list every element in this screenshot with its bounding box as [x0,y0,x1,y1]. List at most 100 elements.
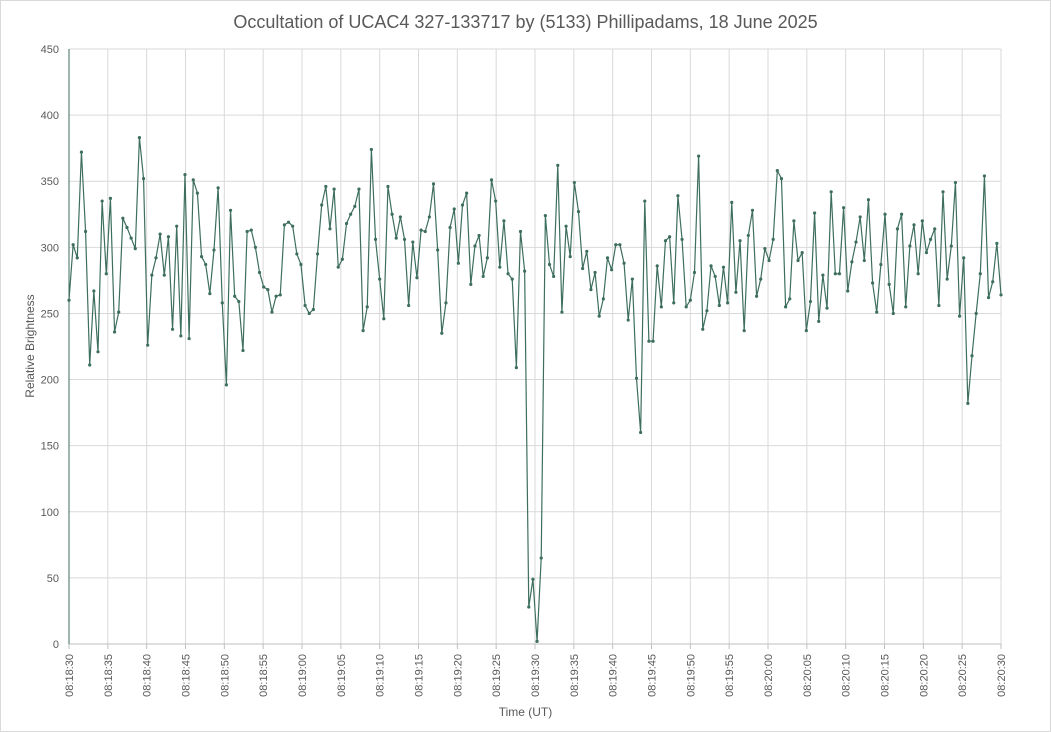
data-point [713,274,717,279]
data-point [88,363,92,367]
data-point [104,272,108,276]
data-point [634,376,639,380]
data-point [456,261,460,265]
x-tick-label: 08:19:05 [336,654,348,697]
data-point [237,299,241,304]
data-point [813,211,817,215]
data-point [755,294,759,298]
data-point [825,306,829,310]
data-point [216,186,220,190]
data-point [357,187,361,191]
y-tick-label: 0 [53,639,59,651]
axes: 0 50 100 150 200 250 300 350 400 450 08:18:30 08:18… [41,44,1008,697]
data-point [672,301,676,305]
data-point [481,274,485,279]
data-point [883,212,887,216]
data-point [307,311,311,316]
data-point [560,310,564,314]
y-tick-label: 350 [41,176,59,188]
chart-title: Occultation of UCAC4 327-133717 by (5133… [233,12,818,32]
data-point [394,236,398,240]
data-point [593,270,597,275]
x-tick-label: 08:20:25 [957,654,969,697]
data-point [332,187,336,191]
data-point [460,203,465,207]
x-tick-label: 08:19:20 [452,654,464,697]
x-tick-label: 08:20:00 [763,654,775,697]
data-point [647,339,651,343]
data-point [452,207,456,211]
data-point [717,303,721,308]
x-tick-label: 08:18:55 [258,654,270,697]
data-point [668,235,672,239]
data-point [601,297,605,301]
data-point [639,430,643,435]
data-point [141,176,146,181]
data-point [390,212,394,216]
data-point [448,225,452,230]
y-tick-label: 300 [41,242,59,254]
data-point [618,243,622,247]
x-tick-label: 08:20:05 [802,654,814,697]
data-point [568,254,572,259]
data-point [837,272,842,276]
x-tick-label: 08:18:50 [219,654,231,697]
data-point [282,223,286,227]
data-point [953,180,958,185]
data-point [125,225,129,230]
data-point [340,257,344,261]
y-tick-label: 150 [41,441,59,453]
data-point [423,229,427,234]
data-point [539,556,543,560]
data-point [924,251,929,255]
data-point [158,232,162,236]
data-point [175,224,179,228]
data-point [224,383,228,387]
data-point [440,331,444,335]
data-point [270,310,274,314]
data-point [614,243,618,247]
data-point [726,301,730,305]
data-point [788,297,792,301]
data-point [303,303,307,308]
data-point [995,241,999,245]
data-point [291,224,295,228]
data-point [701,327,705,331]
data-point [862,258,866,263]
x-tick-label: 08:20:30 [996,654,1008,697]
data-point [821,273,825,277]
data-point [581,266,585,271]
data-point [572,180,576,185]
data-point [759,277,763,281]
x-tick-label: 08:19:55 [724,654,736,697]
data-point [908,244,912,248]
data-point [945,277,949,281]
data-point [870,281,875,285]
data-point [680,237,684,241]
data-point [208,292,212,296]
data-point [767,258,771,263]
data-point [854,240,858,244]
data-point [779,176,784,181]
data-point [709,264,713,268]
data-point [610,268,614,272]
y-tick-label: 450 [41,44,59,56]
data-point [800,251,804,255]
data-point [523,269,527,273]
data-point [369,147,373,152]
data-point [771,237,775,241]
data-point [750,208,755,212]
data-point [928,237,933,241]
data-point [295,252,299,256]
data-point [982,174,987,178]
y-tick-label: 100 [41,507,59,519]
data-point [734,290,738,294]
x-tick-label: 08:19:50 [685,654,697,697]
data-point [137,135,142,140]
y-tick-label: 250 [41,308,59,320]
data-point [866,198,871,202]
data-point [692,270,697,275]
data-point [299,262,303,267]
data-point [498,265,502,269]
data-point [117,310,121,314]
